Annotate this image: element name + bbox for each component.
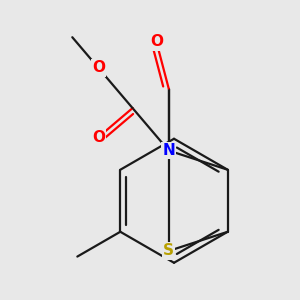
Text: S: S <box>163 243 174 258</box>
Text: O: O <box>92 130 105 145</box>
Text: O: O <box>150 34 163 50</box>
Text: O: O <box>92 60 105 75</box>
Text: N: N <box>162 143 175 158</box>
